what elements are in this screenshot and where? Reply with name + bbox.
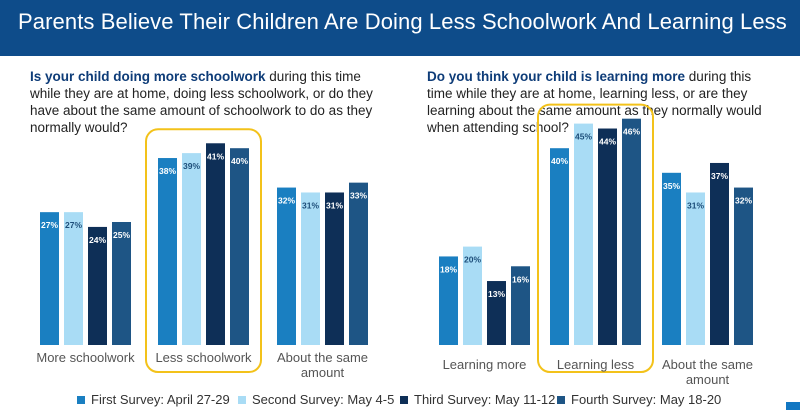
bar-label-2-2-2: 45% bbox=[575, 132, 592, 142]
question-right: Do you think your child is learning more… bbox=[427, 68, 777, 136]
legend-item-second: Second Survey: May 4-5 bbox=[238, 392, 394, 407]
bar-label-2-3-2: 31% bbox=[687, 200, 704, 210]
bar-label-2-3-3: 37% bbox=[711, 171, 728, 181]
bar-label-1-3-2: 31% bbox=[302, 200, 319, 210]
bar-1-3-3 bbox=[325, 192, 344, 345]
bar-2-2-2 bbox=[574, 123, 593, 345]
bar-1-3-2 bbox=[301, 192, 320, 345]
highlight-box-1 bbox=[145, 128, 262, 373]
bar-label-1-2-2: 39% bbox=[183, 161, 200, 171]
bar-label-2-1-1: 18% bbox=[440, 264, 457, 274]
question-left: Is your child doing more schoolwork duri… bbox=[30, 68, 380, 136]
question-right-rest: during this time while they are at home,… bbox=[427, 69, 762, 135]
chart-panel-2: 18% 20% 13% 16% Learning more 40% 45% 44% 46% Lea… bbox=[439, 103, 753, 387]
bar-label-2-2-3: 44% bbox=[599, 137, 616, 147]
category-label-2-2: Learning less bbox=[557, 357, 635, 372]
bar-1-1-2 bbox=[64, 212, 83, 345]
bar-label-1-2-3: 41% bbox=[207, 151, 224, 161]
bar-label-1-2-4: 40% bbox=[231, 156, 248, 166]
category-label-1-2: Less schoolwork bbox=[155, 350, 252, 365]
legend-label-first: First Survey: April 27-29 bbox=[91, 392, 230, 407]
bar-label-2-2-4: 46% bbox=[623, 127, 640, 137]
bar-2-2-3 bbox=[598, 128, 617, 345]
bar-1-2-3 bbox=[206, 143, 225, 345]
bar-label-2-1-3: 13% bbox=[488, 289, 505, 299]
bar-label-2-2-1: 40% bbox=[551, 156, 568, 166]
highlight-box-2 bbox=[537, 103, 654, 374]
bar-label-1-1-2: 27% bbox=[65, 220, 82, 230]
chart-panel-1: 27% 27% 24% 25% More schoolwork 38% 39% 41% 40% L… bbox=[36, 128, 368, 380]
legend-label-third: Third Survey: May 11-12 bbox=[414, 392, 556, 407]
bar-1-2-4 bbox=[230, 148, 249, 345]
bar-label-1-3-1: 32% bbox=[278, 196, 295, 206]
bar-1-2-2 bbox=[182, 153, 201, 345]
legend-swatch-first bbox=[77, 396, 85, 404]
bar-label-2-1-2: 20% bbox=[464, 255, 481, 265]
bar-2-1-1 bbox=[439, 256, 458, 345]
bar-label-2-1-4: 16% bbox=[512, 274, 529, 284]
bar-label-1-1-1: 27% bbox=[41, 220, 58, 230]
bar-2-2-1 bbox=[550, 148, 569, 345]
bar-2-1-2 bbox=[463, 246, 482, 345]
bar-2-3-3 bbox=[710, 162, 729, 345]
bar-1-3-4 bbox=[349, 182, 368, 345]
bar-2-3-2 bbox=[686, 192, 705, 345]
bar-2-1-3 bbox=[487, 281, 506, 345]
legend-item-fourth: Fourth Survey: May 18-20 bbox=[557, 392, 721, 407]
bar-label-1-3-3: 31% bbox=[326, 200, 343, 210]
legend-swatch-third bbox=[400, 396, 408, 404]
category-label-2-3: About the same amount bbox=[662, 357, 753, 387]
bar-2-3-1 bbox=[662, 172, 681, 345]
bar-label-2-3-1: 35% bbox=[663, 181, 680, 191]
bar-label-1-3-4: 33% bbox=[350, 191, 367, 201]
bar-label-1-1-4: 25% bbox=[113, 230, 130, 240]
bar-1-1-3 bbox=[88, 226, 107, 345]
category-label-1-1: More schoolwork bbox=[36, 350, 135, 365]
bar-1-2-1 bbox=[158, 158, 177, 345]
question-left-rest: during this time while they are at home,… bbox=[30, 69, 373, 135]
bar-label-2-3-4: 32% bbox=[735, 196, 752, 206]
legend-swatch-second bbox=[238, 396, 246, 404]
bar-label-1-1-3: 24% bbox=[89, 235, 106, 245]
legend-label-fourth: Fourth Survey: May 18-20 bbox=[571, 392, 722, 407]
bar-1-3-1 bbox=[277, 187, 296, 345]
legend: First Survey: April 27-29 Second Survey:… bbox=[0, 388, 800, 410]
legend-swatch-fourth bbox=[557, 396, 565, 404]
bar-1-1-1 bbox=[40, 212, 59, 345]
bar-2-2-4 bbox=[622, 118, 641, 346]
page-title: Parents Believe Their Children Are Doing… bbox=[18, 9, 787, 34]
header-bar: Parents Believe Their Children Are Doing… bbox=[0, 0, 800, 56]
bar-2-3-4 bbox=[734, 187, 753, 345]
brand-mark bbox=[786, 402, 800, 410]
legend-label-second: Second Survey: May 4-5 bbox=[252, 392, 395, 407]
question-right-bold: Do you think your child is learning more bbox=[427, 69, 686, 84]
category-label-2-1: Learning more bbox=[443, 357, 527, 372]
legend-item-third: Third Survey: May 11-12 bbox=[400, 392, 555, 407]
bar-1-1-4 bbox=[112, 222, 131, 345]
legend-item-first: First Survey: April 27-29 bbox=[77, 392, 230, 407]
category-label-1-3: About the same amount bbox=[277, 350, 368, 380]
bar-2-1-4 bbox=[511, 266, 530, 345]
question-left-bold: Is your child doing more schoolwork bbox=[30, 69, 266, 84]
bar-label-1-2-1: 38% bbox=[159, 166, 176, 176]
